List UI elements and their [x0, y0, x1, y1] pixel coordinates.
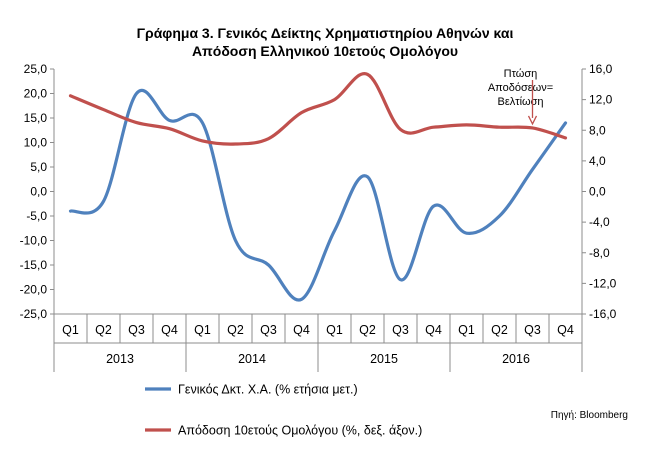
- category-label: Q2: [491, 323, 508, 337]
- right-tick-label: 16,0: [589, 62, 613, 76]
- category-label: Q2: [95, 323, 112, 337]
- right-tick-label: -4,0: [589, 215, 610, 229]
- source-note: Πηγή: Bloomberg: [551, 409, 628, 421]
- right-tick-label: 4,0: [589, 154, 606, 168]
- annotation-text: Βελτίωση: [497, 96, 543, 108]
- annotation-text: Αποδόσεων=: [488, 82, 553, 94]
- category-label: Q4: [557, 323, 574, 337]
- category-label: Q1: [62, 323, 79, 337]
- chart-title-line-2: Απόδοση Ελληνικού 10ετούς Ομολόγου: [192, 43, 458, 59]
- right-tick-label: -8,0: [589, 246, 610, 260]
- category-label: Q2: [227, 323, 244, 337]
- left-tick-label: 5,0: [30, 160, 47, 174]
- annotation-arrowhead: [527, 115, 538, 126]
- left-tick-label: -15,0: [20, 258, 48, 272]
- category-label: Q1: [194, 323, 211, 337]
- series-line-stock-index: [68, 89, 568, 302]
- year-label: 2014: [238, 352, 266, 366]
- category-label: Q3: [392, 323, 409, 337]
- right-tick-label: -12,0: [589, 276, 617, 290]
- year-label: 2013: [106, 352, 134, 366]
- left-tick-label: 25,0: [24, 62, 48, 76]
- year-label: 2015: [370, 352, 398, 366]
- chart-annotation: Πτώση Αποδόσεων= Βελτίωση: [488, 68, 553, 126]
- chart-legend: Γενικός Δκτ. Χ.Α. (% ετήσια μετ.) Απόδοση…: [145, 383, 422, 438]
- chart-series: [68, 72, 568, 302]
- category-label: Q3: [128, 323, 145, 337]
- right-tick-label: -16,0: [589, 307, 617, 321]
- left-tick-label: 0,0: [30, 185, 47, 199]
- left-tick-label: 15,0: [24, 111, 48, 125]
- chart-title-line-1: Γράφημα 3. Γενικός Δείκτης Χρηματιστηρίο…: [137, 25, 514, 41]
- right-tick-label: 8,0: [589, 123, 606, 137]
- category-label: Q1: [326, 323, 343, 337]
- left-tick-label: 10,0: [24, 136, 48, 150]
- series-line-bond-yield: [68, 72, 568, 146]
- year-label: 2016: [502, 352, 530, 366]
- legend-label: Γενικός Δκτ. Χ.Α. (% ετήσια μετ.): [178, 383, 358, 397]
- left-tick-label: -10,0: [20, 234, 48, 248]
- right-tick-label: 0,0: [589, 185, 606, 199]
- left-tick-label: -5,0: [26, 209, 47, 223]
- left-tick-label: 20,0: [24, 87, 48, 101]
- right-tick-label: 12,0: [589, 93, 613, 107]
- category-label: Q4: [161, 323, 178, 337]
- category-label: Q3: [260, 323, 277, 337]
- category-label: Q3: [524, 323, 541, 337]
- chart-axes: 25,0 20,0 15,0 10,0 5,0 0,0 -5,0 -10,0 -15,0 -20,…: [20, 62, 617, 372]
- category-label: Q2: [359, 323, 376, 337]
- left-tick-label: -25,0: [20, 307, 48, 321]
- category-label: Q1: [458, 323, 475, 337]
- category-label: Q4: [425, 323, 442, 337]
- legend-label: Απόδοση 10ετούς Ομολόγου (%, δεξ. άξον.): [178, 424, 422, 438]
- left-tick-label: -20,0: [20, 283, 48, 297]
- category-label: Q4: [293, 323, 310, 337]
- annotation-text: Πτώση: [504, 68, 538, 80]
